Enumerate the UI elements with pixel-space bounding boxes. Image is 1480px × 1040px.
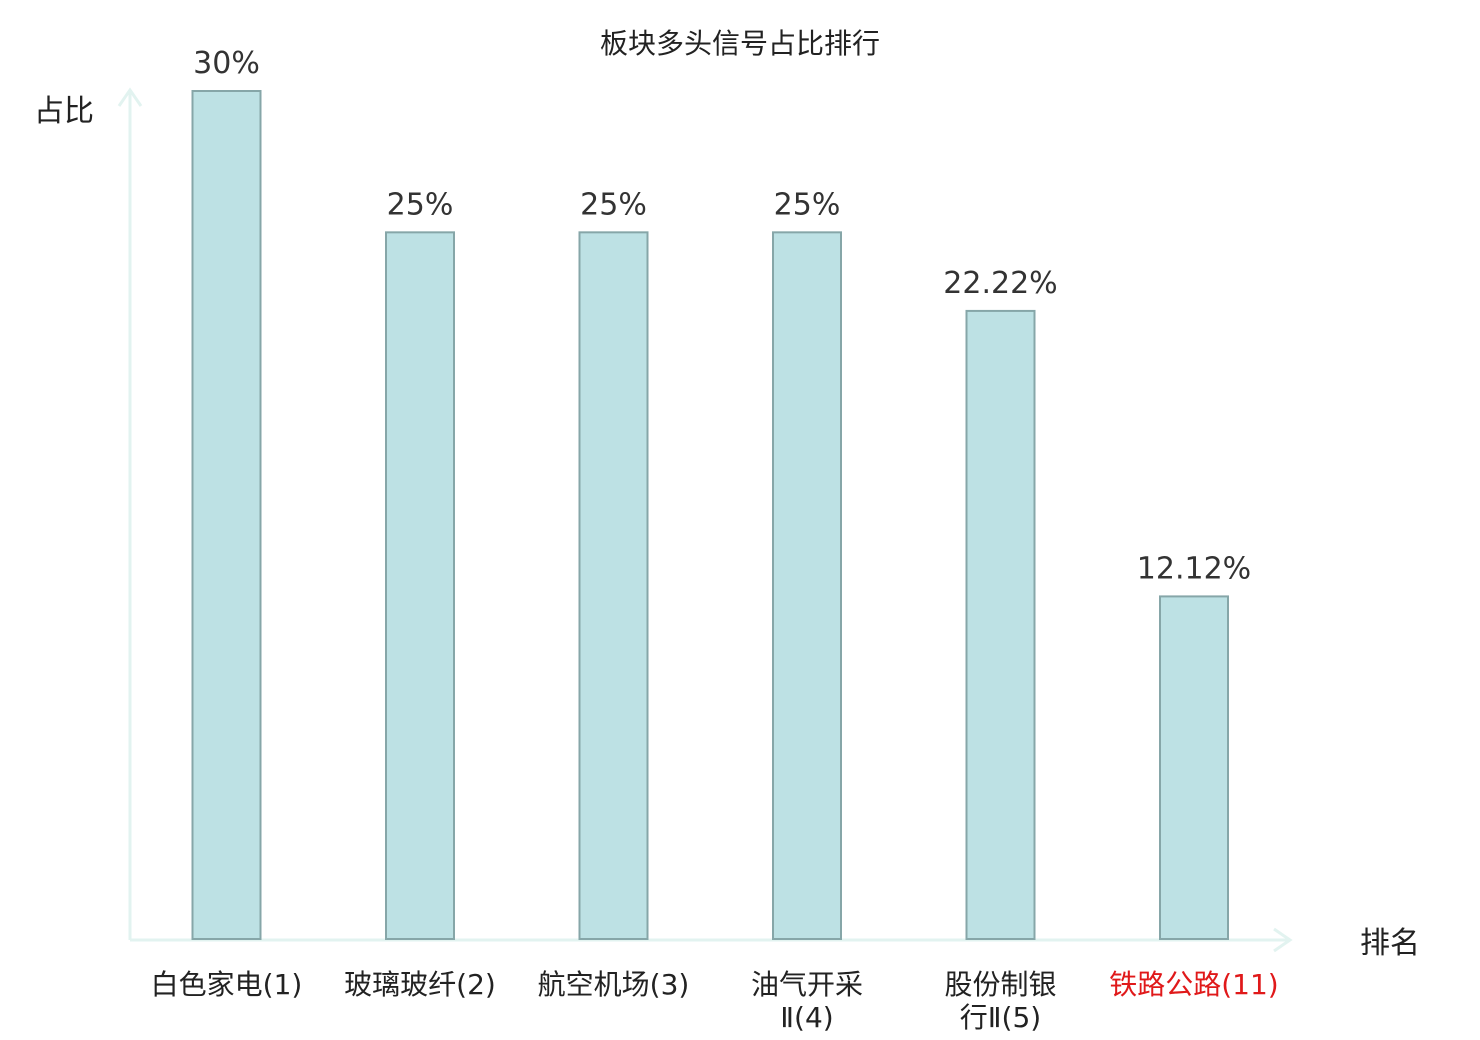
bar-1 [191, 90, 262, 940]
bar-3 [578, 231, 649, 941]
bars-group [191, 90, 1229, 941]
bar-value-label-6: 12.12% [1137, 551, 1251, 586]
bar-value-label-5: 22.22% [943, 266, 1057, 301]
category-label-2: 玻璃玻纤(2) [344, 968, 496, 1001]
bar-value-label-3: 25% [580, 187, 647, 222]
y-axis [117, 87, 143, 940]
category-label-1: 白色家电(1) [151, 968, 303, 1001]
bar-value-label-2: 25% [387, 187, 454, 222]
category-label-4-line-1: 油气开采 [751, 968, 863, 1001]
bar-4 [772, 231, 842, 941]
y-axis-label: 占比 [34, 94, 94, 129]
category-label-3: 航空机场(3) [538, 968, 690, 1001]
bar-value-label-1: 30% [193, 46, 260, 81]
bar-value-labels: 30% 25% 25% 25% 22.22% 12.12% [193, 46, 1251, 586]
category-label-5-line-2: 行Ⅱ(5) [960, 1001, 1041, 1034]
bar-value-label-4: 25% [774, 187, 841, 222]
bar-5 [965, 309, 1036, 940]
category-label-6: 铁路公路(11) [1109, 968, 1278, 1001]
bar-2 [385, 231, 455, 941]
chart-title: 板块多头信号占比排行 [600, 27, 880, 60]
x-axis-label: 排名 [1360, 926, 1420, 961]
category-label-4-line-2: Ⅱ(4) [780, 1001, 833, 1034]
category-label-5-line-1: 股份制银 [944, 968, 1056, 1001]
bar-6 [1159, 595, 1229, 941]
x-axis [130, 927, 1293, 953]
